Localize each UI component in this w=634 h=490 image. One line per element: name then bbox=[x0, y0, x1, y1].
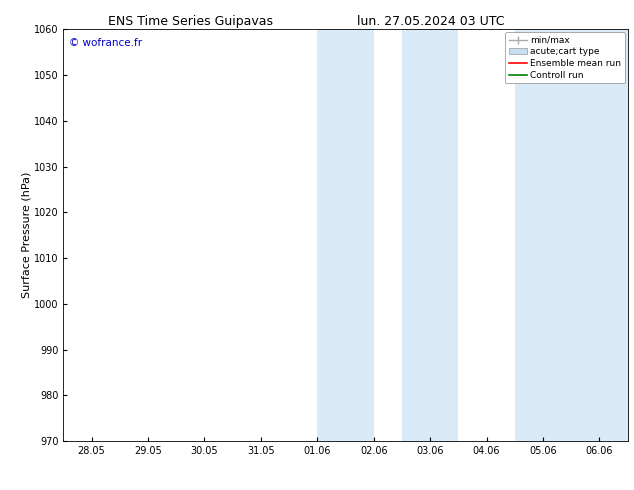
Bar bbox=[402, 29, 458, 441]
Y-axis label: Surface Pressure (hPa): Surface Pressure (hPa) bbox=[21, 172, 31, 298]
Text: ENS Time Series Guipavas: ENS Time Series Guipavas bbox=[108, 15, 273, 28]
Bar bbox=[317, 29, 374, 441]
Bar bbox=[515, 29, 628, 441]
Text: lun. 27.05.2024 03 UTC: lun. 27.05.2024 03 UTC bbox=[358, 15, 505, 28]
Legend: min/max, acute;cart type, Ensemble mean run, Controll run: min/max, acute;cart type, Ensemble mean … bbox=[505, 32, 625, 83]
Text: © wofrance.fr: © wofrance.fr bbox=[69, 38, 142, 48]
